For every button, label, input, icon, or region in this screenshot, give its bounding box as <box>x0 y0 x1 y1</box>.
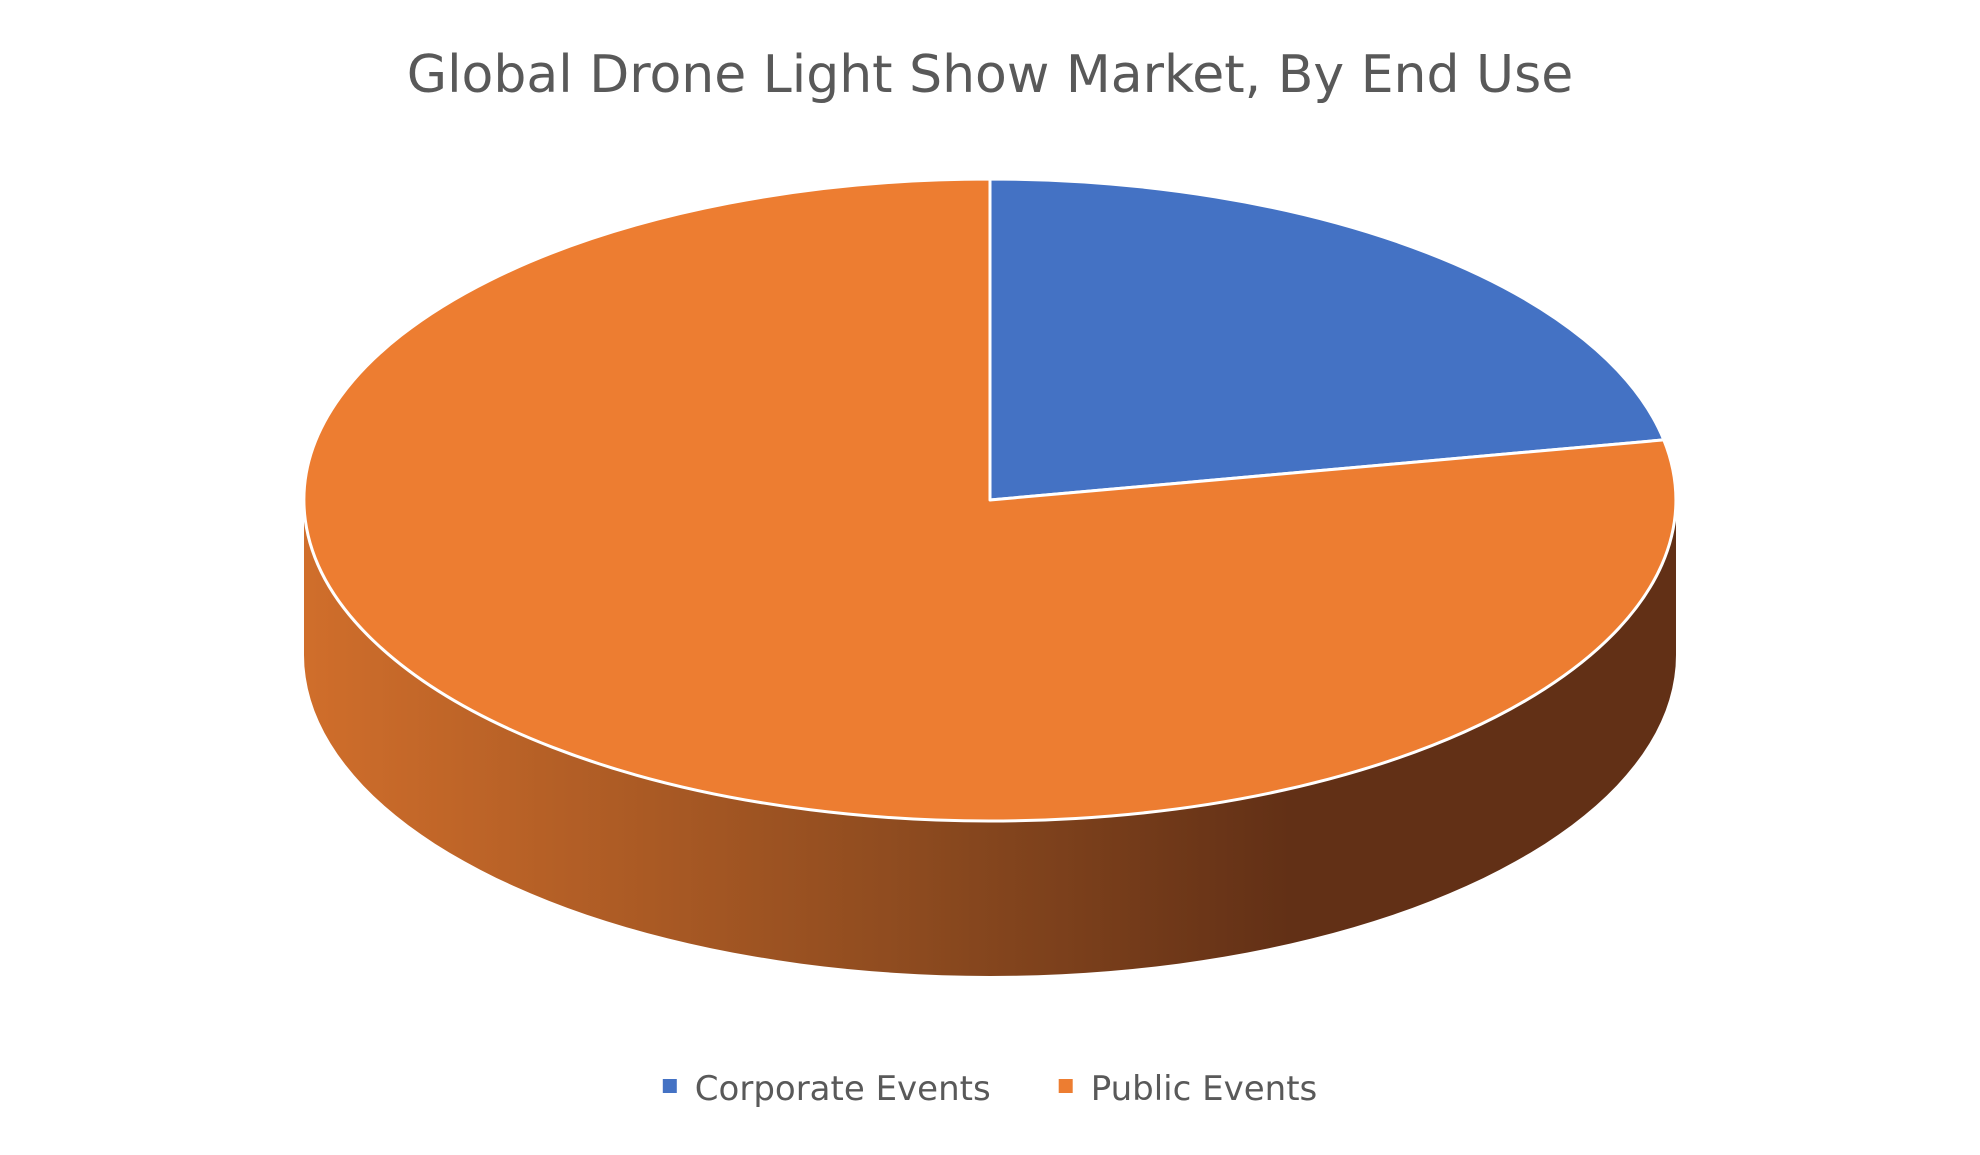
legend: Corporate Events Public Events <box>662 1069 1318 1109</box>
legend-swatch-corporate-events <box>662 1079 677 1093</box>
pie-top-layer <box>302 177 1678 823</box>
legend-swatch-public-events <box>1058 1079 1073 1093</box>
pie-slice-corporate-events <box>988 177 1666 502</box>
legend-label-corporate-events: Corporate Events <box>695 1069 991 1109</box>
pie-side-public-events <box>304 500 1676 976</box>
pie-slice-public-events <box>302 177 1678 823</box>
pie-side-layer <box>304 500 1676 976</box>
legend-label-public-events: Public Events <box>1091 1069 1318 1109</box>
chart-title: Global Drone Light Show Market, By End U… <box>407 45 1573 105</box>
